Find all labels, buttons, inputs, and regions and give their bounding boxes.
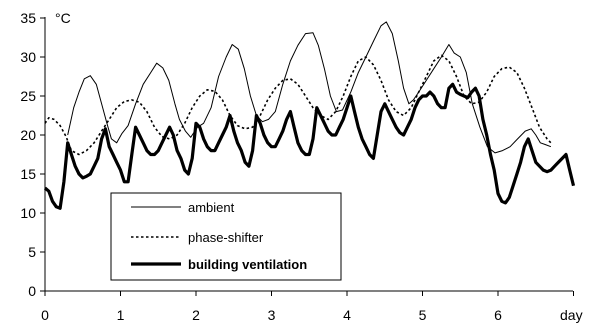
x-tick-label: 0 bbox=[41, 307, 49, 323]
x-axis-unit-label: day bbox=[560, 307, 583, 323]
x-tick-label: 3 bbox=[268, 307, 276, 323]
y-tick-label: 15 bbox=[20, 166, 36, 182]
y-tick-label: 30 bbox=[20, 49, 36, 65]
x-ticks: 0 1 2 3 4 5 6 bbox=[41, 291, 574, 323]
x-tick-label: 4 bbox=[343, 307, 351, 323]
x-tick-label: 1 bbox=[117, 307, 125, 323]
series-line-ambient bbox=[67, 21, 552, 154]
legend-label-ambient: ambient bbox=[188, 200, 235, 215]
x-tick-label: 6 bbox=[494, 307, 502, 323]
y-tick-label: 25 bbox=[20, 88, 36, 104]
series-line-building-ventilation bbox=[43, 82, 576, 210]
x-tick-label: 2 bbox=[192, 307, 200, 323]
y-axis-unit-label: °C bbox=[55, 10, 71, 26]
legend-label-building-ventilation: building ventilation bbox=[188, 257, 307, 272]
x-tick-label: 5 bbox=[419, 307, 427, 323]
y-tick-label: 20 bbox=[20, 127, 36, 143]
axes bbox=[44, 17, 573, 292]
y-tick-label: 35 bbox=[20, 10, 36, 26]
y-tick-label: 0 bbox=[28, 283, 36, 299]
legend-label-phase-shifter: phase-shifter bbox=[188, 230, 264, 245]
y-ticks: 0 5 10 15 20 25 30 35 bbox=[20, 10, 45, 299]
y-tick-label: 10 bbox=[20, 205, 36, 221]
y-tick-label: 5 bbox=[28, 244, 36, 260]
legend: ambient phase-shifter building ventilati… bbox=[110, 192, 342, 281]
series-layer bbox=[43, 21, 576, 210]
